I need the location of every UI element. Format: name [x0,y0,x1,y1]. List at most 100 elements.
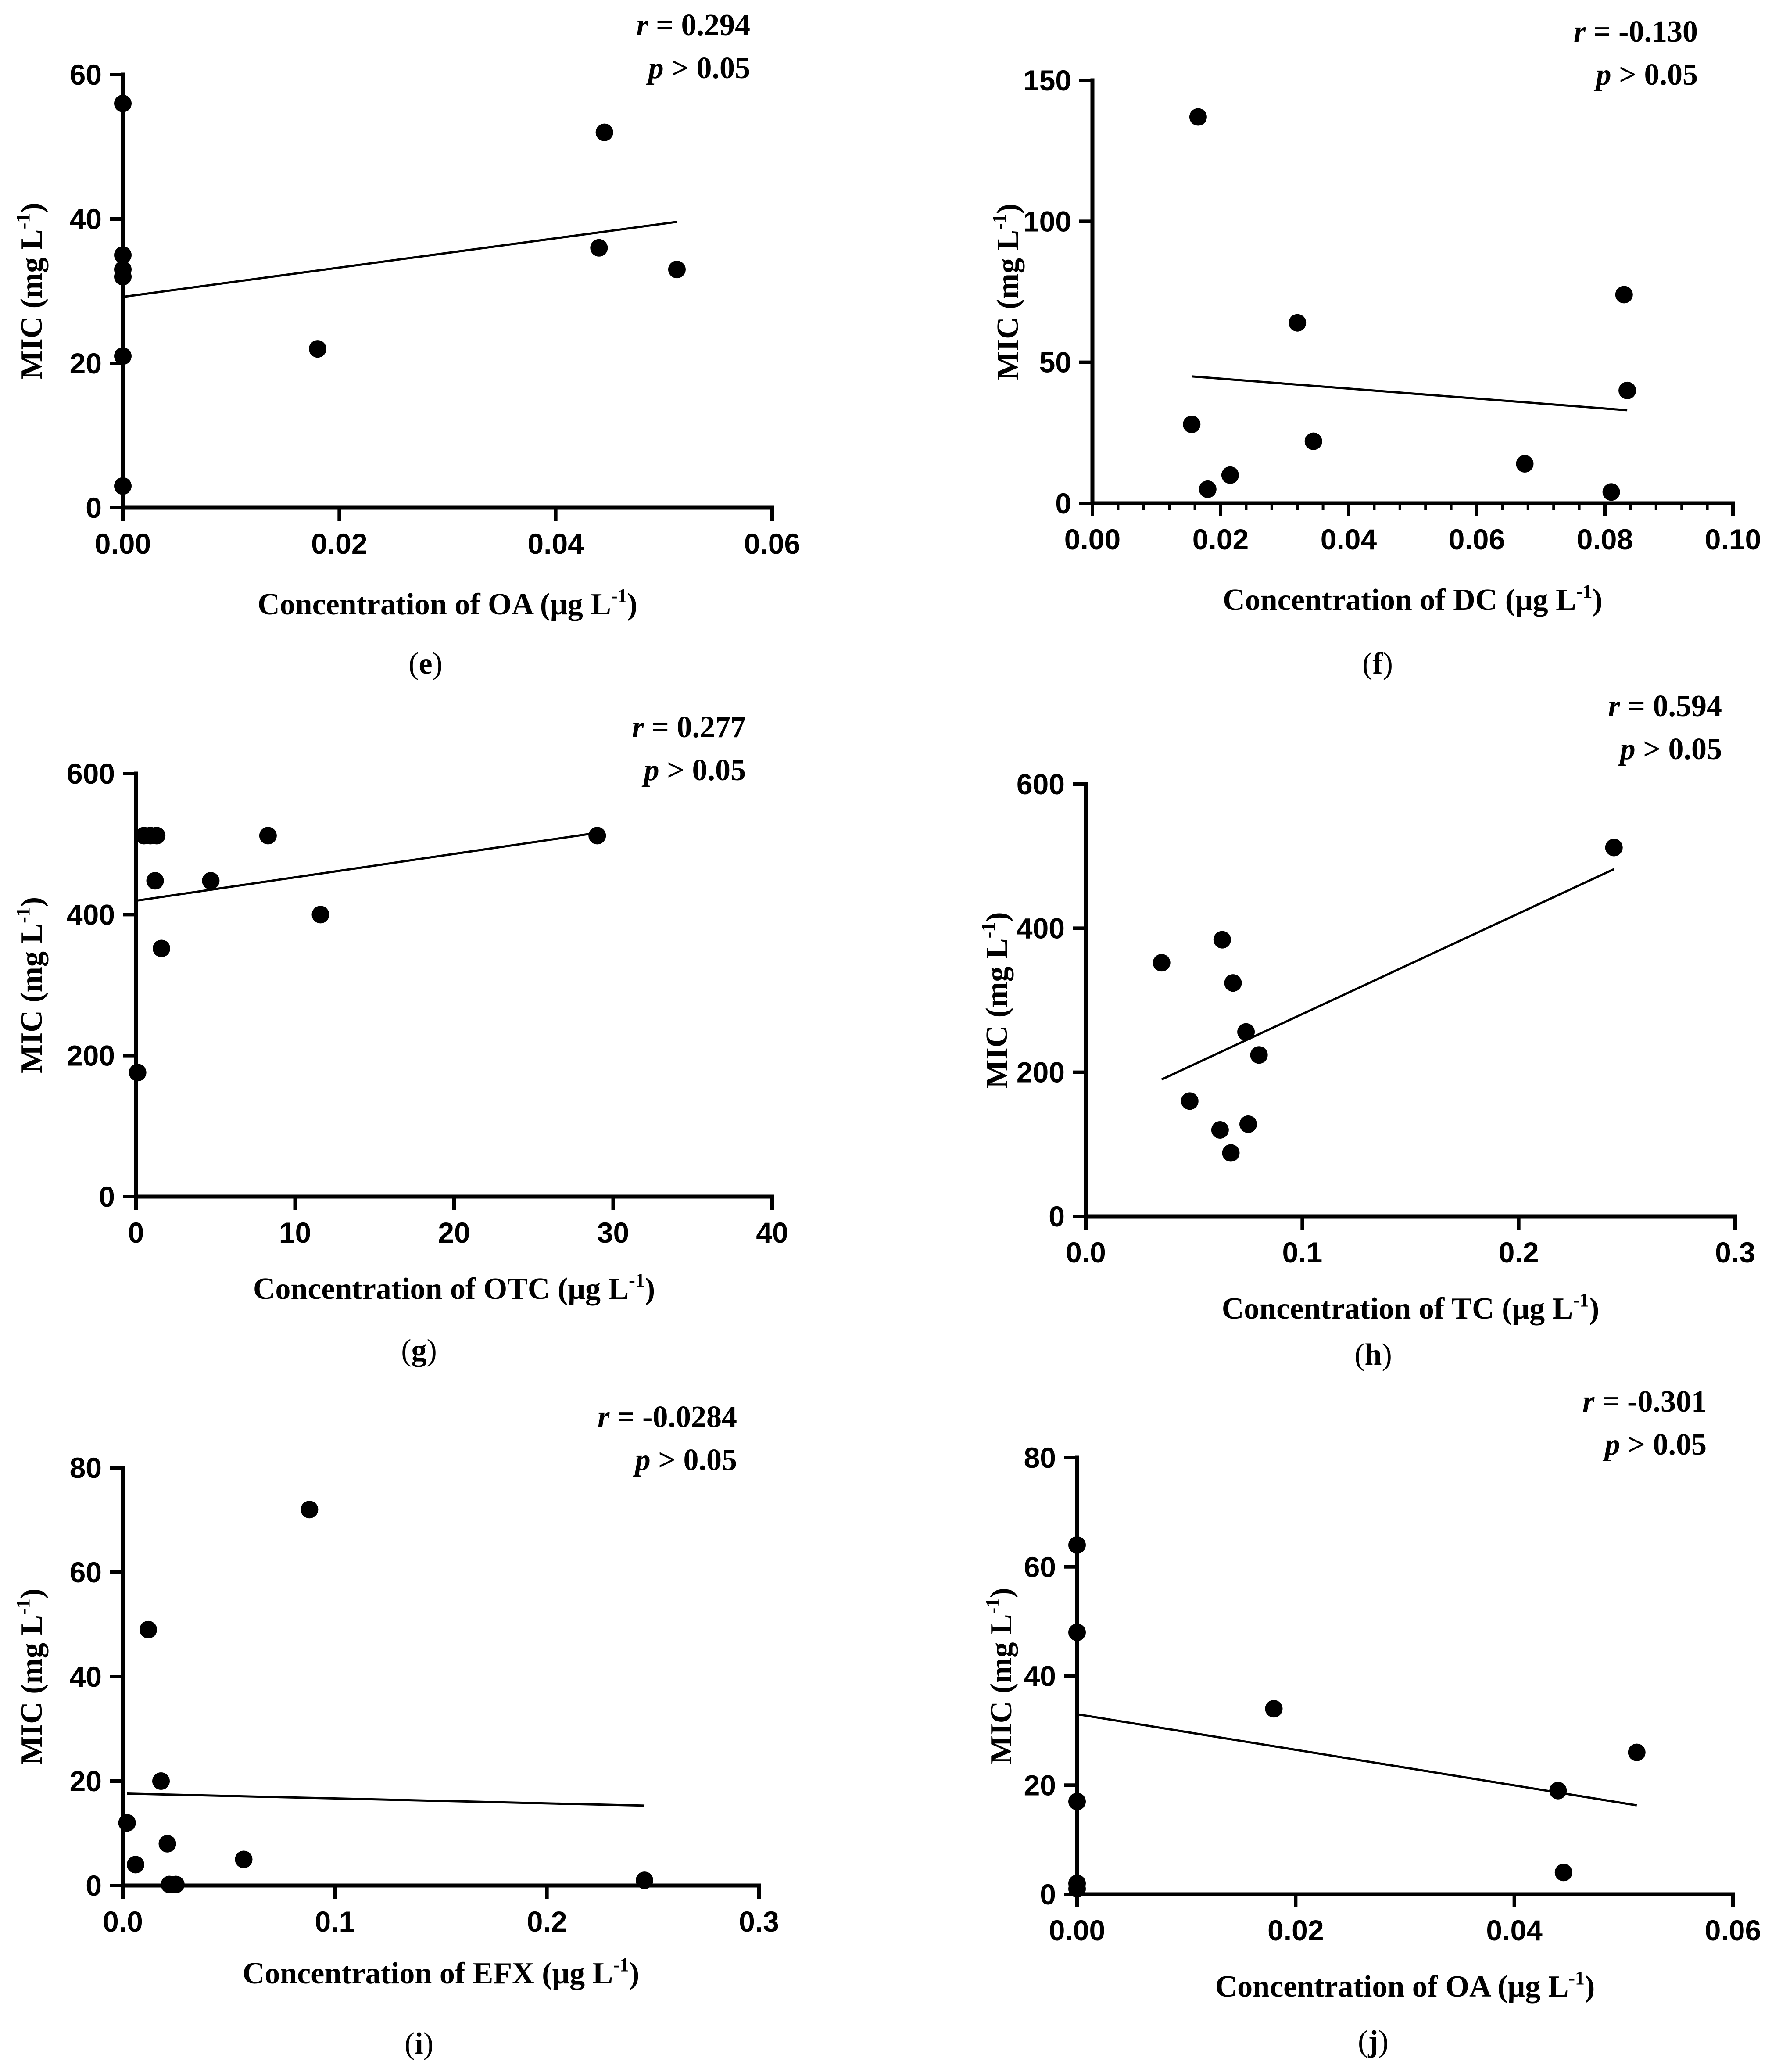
y-tick-label: 20 [70,347,102,380]
r-symbol: r [1574,15,1586,49]
panel-letter: g [412,1334,427,1367]
y-label-sup: -1 [977,922,999,939]
data-point [668,261,686,279]
data-point [1549,1782,1567,1800]
data-point [114,477,132,495]
correlation-r: r = -0.130 [1574,15,1698,49]
x-label-text: Concentration of EFX (μg L [243,1957,613,1990]
data-point [127,1856,144,1874]
y-tick-label: 0 [1040,1878,1056,1911]
x-tick-label: 40 [756,1216,788,1249]
data-point [114,347,132,365]
panel-paren-close: ) [1383,647,1393,681]
data-point [1068,1880,1086,1898]
data-point [1250,1046,1268,1064]
x-tick-label: 0.1 [1282,1236,1322,1269]
r-value: = 0.594 [1620,689,1722,723]
x-tick-label: 0.3 [739,1905,779,1938]
data-point [1068,1536,1086,1554]
x-axis-label: Concentration of EFX (μg L-1) [243,1954,640,1990]
r-symbol: r [598,1400,610,1434]
x-label-suffix: ) [627,588,637,621]
x-tick-label: 0.06 [1449,523,1505,556]
p-value-text: > 0.05 [1636,732,1722,766]
panel-paren-close: ) [1378,2025,1389,2058]
p-symbol: p [633,1443,651,1477]
x-tick-label: 0.00 [1064,523,1120,556]
y-label-text: MIC (mg L [991,230,1025,380]
x-tick-label: 0.10 [1705,523,1761,556]
y-label-suffix: ) [980,912,1014,922]
p-symbol: p [1594,58,1611,92]
y-tick-label: 400 [67,898,115,931]
x-axis-label: Concentration of OA (μg L-1) [258,585,637,621]
panel-paren-close: ) [427,1334,437,1367]
data-point [636,1871,653,1889]
p-value: p > 0.05 [646,51,750,85]
data-point [1211,1121,1229,1139]
data-point [1289,314,1307,332]
x-tick-label: 0.3 [1715,1236,1755,1269]
x-label-suffix: ) [645,1272,655,1306]
r-symbol: r [636,8,648,42]
x-tick-label: 0.0 [1066,1236,1106,1269]
x-tick-label: 0.00 [1049,1914,1105,1947]
data-point [153,939,170,957]
p-value-text: > 0.05 [1611,58,1698,92]
panel-paren-open: ( [1362,647,1372,681]
regression-line [127,1792,645,1807]
y-tick-label: 50 [1039,346,1071,379]
data-point [118,1814,136,1832]
y-axis-label: MIC (mg L-1) [988,204,1025,380]
data-point [1265,1700,1283,1718]
x-tick-label: 0.2 [527,1905,567,1938]
x-axis-label: Concentration of OTC (μg L-1) [253,1269,655,1306]
y-tick-label: 0 [86,1869,102,1902]
y-label-text: MIC (mg L [15,1615,49,1765]
data-point [311,906,329,924]
y-tick-label: 40 [70,203,102,235]
panel-paren-open: ( [405,2027,415,2061]
y-tick-label: 20 [70,1765,102,1797]
panel-label: (e) [408,647,443,681]
x-tick-label: 0.06 [1705,1914,1761,1947]
regression-line [1161,868,1614,1081]
data-point [1189,108,1207,126]
r-value: = 0.277 [644,710,746,744]
r-symbol: r [1608,689,1620,723]
x-axis-label: Concentration of TC (μg L-1) [1222,1289,1600,1326]
data-point [1304,432,1322,450]
p-value: p > 0.05 [1594,58,1698,92]
y-tick-label: 60 [70,58,102,91]
x-tick-label: 0.0 [103,1905,143,1938]
panel-letter: e [419,647,432,681]
y-axis-label: MIC (mg L-1) [977,912,1014,1088]
data-point [590,239,608,257]
x-axis-label: Concentration of OA (μg L-1) [1215,1967,1595,2004]
correlation-r: r = -0.0284 [598,1400,737,1434]
y-label-text: MIC (mg L [980,938,1014,1088]
r-value: = -0.301 [1594,1385,1707,1419]
x-tick-label: 0.02 [1192,523,1249,556]
p-value: p > 0.05 [642,753,746,787]
x-tick-label: 30 [597,1216,629,1249]
panel-paren-open: ( [1354,1338,1364,1372]
regression-line [122,221,677,298]
y-tick-label: 150 [1023,64,1071,97]
y-tick-label: 0 [1055,487,1071,520]
panel-paren-open: ( [401,1334,411,1367]
x-tick-label: 0.04 [1486,1914,1543,1947]
data-point [1199,480,1217,498]
x-tick-label: 0.06 [744,527,800,560]
data-point [1068,1624,1086,1641]
p-symbol: p [1603,1428,1620,1462]
data-point [588,827,606,845]
p-value-text: > 0.05 [664,51,750,85]
y-tick-label: 20 [1024,1769,1056,1801]
x-tick-label: 0.00 [95,527,151,560]
y-label-text: MIC (mg L [15,923,49,1073]
p-symbol: p [1618,732,1636,766]
data-point [114,94,132,112]
x-label-suffix: ) [1593,583,1603,617]
